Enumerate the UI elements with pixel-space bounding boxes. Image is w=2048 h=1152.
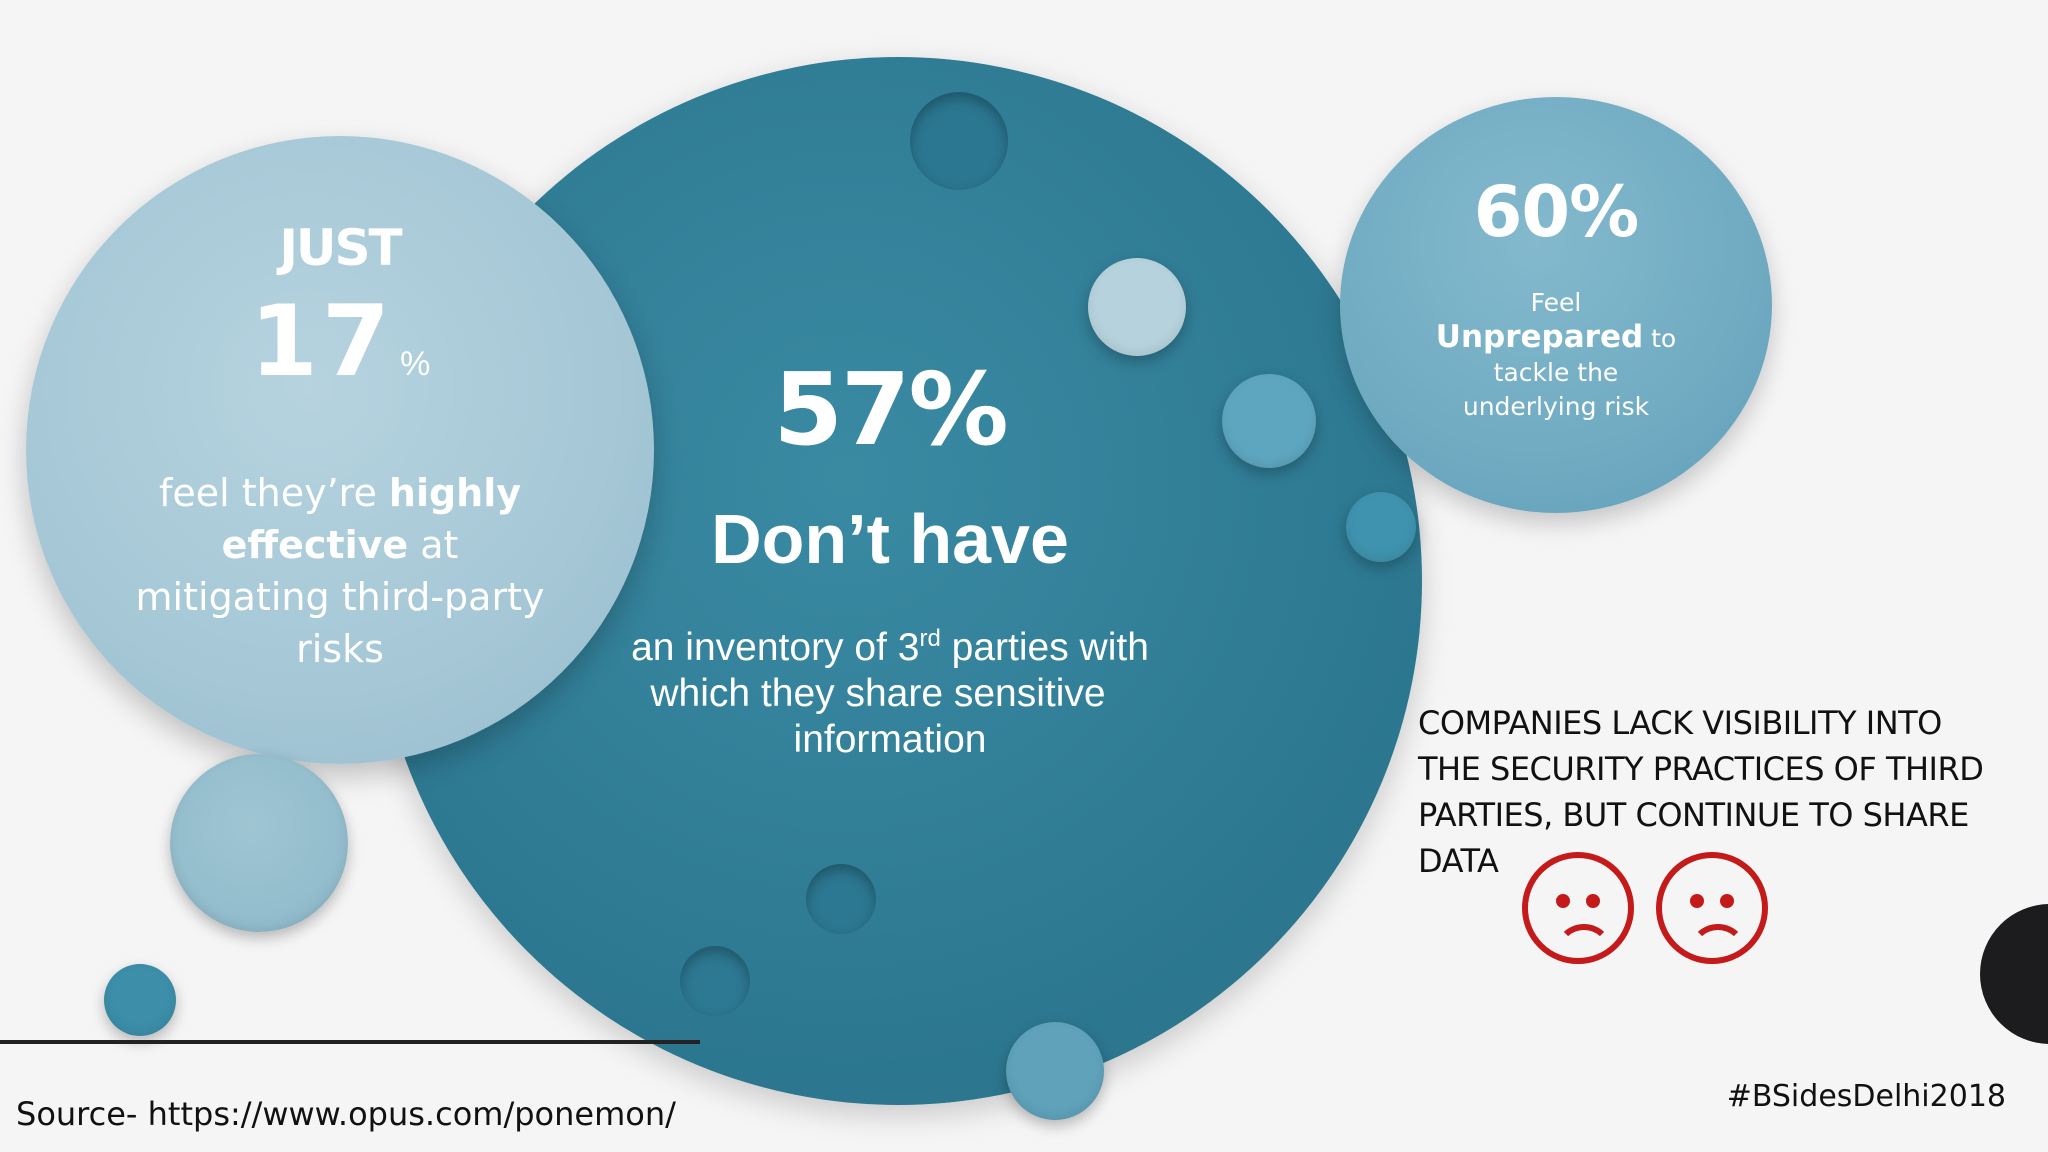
center-desc-line3: information [793, 718, 987, 761]
sad-face-icon [1656, 852, 1768, 964]
center-stat-description: an inventory of 3rd parties with which t… [560, 616, 1220, 763]
decorative-bubble [806, 864, 876, 934]
decorative-dark-circle [1980, 904, 2048, 1044]
callout-text: COMPANIES LACK VISIBILITY INTO THE SECUR… [1418, 700, 2038, 884]
right-stat-number: 60% [1473, 171, 1640, 253]
center-desc-line1-pre: an inventory of 3 [631, 626, 920, 669]
callout-line3: PARTIES, BUT CONTINUE TO SHARE [1418, 796, 1969, 834]
left-desc-line2-bold: effective [221, 523, 409, 567]
left-stat-description: feel they’re highly effective at mitigat… [26, 467, 654, 675]
left-desc-line4: risks [296, 627, 384, 671]
decorative-bubble [1088, 258, 1186, 356]
left-desc-line2-post: at [408, 523, 459, 567]
decorative-bubble [1346, 492, 1416, 562]
left-stat: JUST 17% feel they’re highly effective a… [26, 218, 654, 675]
right-desc-line2-bold: Unprepared [1435, 319, 1644, 355]
source-caption: Source- https://www.opus.com/ponemon/ [16, 1095, 676, 1133]
callout-line4: DATA [1418, 842, 1499, 880]
left-stat-value: 17% [26, 290, 654, 423]
left-stat-circle [26, 136, 654, 764]
decorative-bubble [910, 92, 1008, 190]
hashtag: #BSidesDelhi2018 [1726, 1079, 2006, 1114]
left-desc-line1-bold: highly [388, 471, 522, 515]
center-stat-number: 57% [773, 351, 1008, 468]
right-desc-line3: tackle the [1493, 358, 1619, 387]
left-stat-unit: % [400, 345, 431, 383]
right-stat-circle [1340, 97, 1772, 513]
center-desc-line2: which they share sensitive [650, 672, 1106, 715]
left-desc-line1-pre: feel they’re [158, 471, 389, 515]
decorative-bubble [170, 754, 348, 932]
left-stat-prefix: JUST [279, 219, 402, 277]
right-stat-description: Feel Unprepared to tackle the underlying… [1340, 286, 1772, 424]
decorative-bubble [1006, 1022, 1104, 1120]
decorative-bubble [1222, 374, 1316, 468]
center-desc-line1-sup: rd [919, 625, 941, 652]
decorative-bubble [104, 964, 176, 1036]
callout-line1: COMPANIES LACK VISIBILITY INTO [1418, 704, 1942, 742]
right-desc-line4: underlying risk [1462, 392, 1650, 421]
callout-line2: THE SECURITY PRACTICES OF THIRD [1418, 750, 1984, 788]
sad-face-icon [1522, 852, 1634, 964]
decorative-bubble [680, 946, 750, 1016]
right-stat: 60% Feel Unprepared to tackle the underl… [1340, 168, 1772, 424]
left-desc-line3: mitigating third-party [135, 575, 545, 619]
center-stat-headline: Don’t have [711, 500, 1069, 578]
left-stat-number: 17 [249, 285, 395, 399]
right-desc-line1: Feel [1530, 288, 1582, 317]
center-stat: 57% Don’t have an inventory of 3rd parti… [560, 350, 1220, 763]
divider-line [0, 1040, 700, 1044]
center-desc-line1-post: parties with [940, 626, 1149, 669]
right-desc-line2-post: to [1643, 324, 1677, 353]
